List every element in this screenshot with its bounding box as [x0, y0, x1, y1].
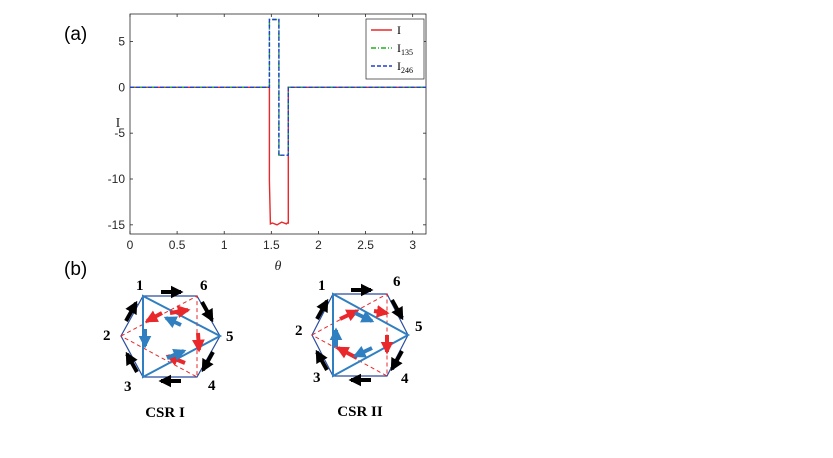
- y-tick-label: 5: [118, 35, 125, 49]
- x-axis: 0 0.5 1 1.5 2 2.5 3: [127, 14, 416, 252]
- arrow: [390, 350, 404, 372]
- x-tick-label: 2: [315, 238, 322, 252]
- legend: I I135 I246: [365, 18, 425, 80]
- site-label-3: 3: [313, 370, 321, 386]
- x-tick-label: 2.5: [357, 238, 374, 252]
- arrow: [315, 349, 329, 371]
- series-line-i: [130, 86, 426, 226]
- legend-box: [365, 18, 425, 80]
- arrow: [200, 301, 214, 323]
- arrow: [352, 345, 373, 358]
- blue-solid-triangle: [142, 294, 223, 379]
- legend-entry: I246: [397, 59, 413, 75]
- site-label-5: 5: [415, 319, 423, 335]
- legend-entry: I: [397, 23, 401, 37]
- x-axis-label: θ: [275, 259, 282, 274]
- arrow: [354, 310, 375, 323]
- x-tick-label: 1: [221, 238, 228, 252]
- site-label-1: 1: [318, 278, 326, 294]
- arrow: [125, 351, 139, 373]
- arrow: [315, 298, 329, 320]
- caption-csr-i: CSR I: [145, 405, 185, 421]
- site-label-4: 4: [401, 371, 409, 387]
- site-label-3: 3: [124, 379, 132, 395]
- blue-inner-arrows: [329, 310, 375, 358]
- arrow: [192, 332, 205, 353]
- arrow: [169, 305, 191, 318]
- site-label-2: 2: [295, 323, 303, 339]
- panel-a-label: (a): [64, 24, 87, 45]
- y-tick-label: -15: [108, 218, 126, 232]
- csr-ii-diagram: 1 2 3 4 5 6 CSR II: [295, 274, 423, 420]
- arrow: [163, 316, 182, 329]
- caption-csr-ii: CSR II: [337, 404, 383, 420]
- y-tick-label: -10: [108, 172, 126, 186]
- site-label-5: 5: [226, 329, 234, 345]
- y-tick-label: 0: [118, 80, 125, 94]
- x-tick-label: 1.5: [263, 238, 280, 252]
- black-edge-arrows: [124, 285, 215, 388]
- arrow: [373, 305, 390, 318]
- legend-entry: I135: [397, 41, 413, 57]
- black-edge-arrows: [315, 283, 404, 387]
- site-label-6: 6: [200, 278, 208, 294]
- panel-b-label: (b): [64, 259, 87, 280]
- csr-i-diagram: 1 2 3 4 5 6 CSR I: [103, 278, 234, 421]
- site-label-4: 4: [208, 378, 216, 394]
- blue-inner-arrows: [138, 316, 187, 361]
- x-tick-label: 0.5: [169, 238, 186, 252]
- arrow: [335, 346, 358, 360]
- series-layer: [130, 18, 426, 226]
- series-line-i246: [130, 18, 426, 156]
- arrow: [144, 310, 163, 323]
- site-label-1: 1: [136, 278, 144, 294]
- y-axis-label: I: [116, 116, 121, 131]
- arrow: [166, 348, 187, 361]
- arrow: [339, 309, 360, 322]
- line-chart: 0 0.5 1 1.5 2 2.5 3 5 0 -5 -10 -15 θ I I I135 I246: [108, 13, 427, 274]
- y-axis: 5 0 -5 -10 -15: [108, 35, 426, 232]
- arrow: [124, 300, 138, 322]
- arrow: [390, 299, 404, 321]
- site-label-2: 2: [103, 328, 111, 344]
- arrow: [201, 351, 215, 373]
- x-tick-label: 3: [409, 238, 416, 252]
- y-tick-label: -5: [114, 126, 125, 140]
- x-tick-label: 0: [127, 238, 134, 252]
- site-label-6: 6: [393, 274, 401, 290]
